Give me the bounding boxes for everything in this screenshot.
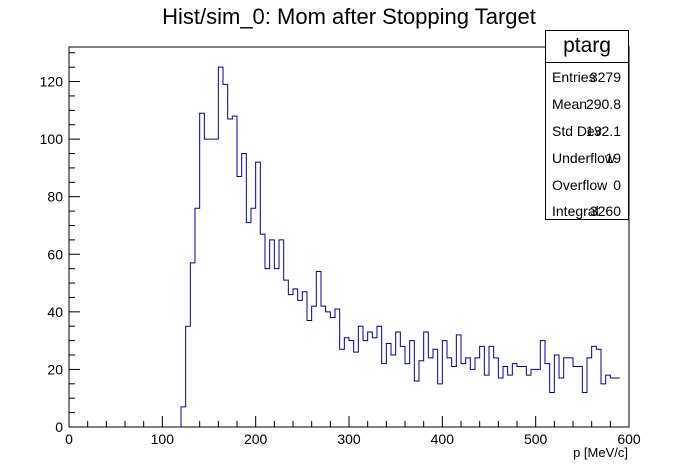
- y-tick-label: 60: [47, 246, 63, 262]
- stats-row-entries: Entries 3279: [546, 63, 628, 90]
- stats-row-mean: Mean 290.8: [546, 90, 628, 117]
- stats-label: Integral: [552, 203, 599, 220]
- stats-value: 19: [605, 149, 621, 166]
- x-tick-label: 300: [337, 431, 361, 447]
- chart-title: Hist/sim_0: Mom after Stopping Target: [162, 4, 536, 29]
- stats-row-stddev: Std Dev 132.1: [546, 117, 628, 144]
- stats-value: 3260: [589, 203, 621, 220]
- x-tick-label: 600: [617, 431, 641, 447]
- y-tick-label: 20: [47, 361, 63, 377]
- stats-row-overflow: Overflow 0: [546, 171, 628, 198]
- x-tick-label: 0: [65, 431, 73, 447]
- stats-box-title: ptarg: [546, 31, 628, 63]
- stats-value: 290.8: [585, 95, 621, 112]
- x-axis-label: p [MeV/c]: [573, 445, 628, 460]
- y-tick-label: 100: [40, 131, 64, 147]
- x-tick-label: 100: [151, 431, 175, 447]
- stats-row-integral: Integral 3260: [546, 197, 628, 224]
- y-tick-label: 0: [55, 419, 63, 435]
- stats-label: Overflow: [552, 176, 608, 193]
- stats-label: Std Dev: [552, 122, 602, 139]
- y-tick-label: 120: [40, 74, 64, 90]
- stats-label: Underflow: [552, 149, 616, 166]
- histogram-series-line: [176, 66, 620, 428]
- y-tick-label: 40: [47, 304, 63, 320]
- stats-label: Entries: [552, 69, 596, 85]
- stats-box: ptarg Entries 3279 Mean 290.8 Std Dev 13…: [545, 30, 629, 220]
- stats-value: 132.1: [585, 122, 621, 139]
- x-tick-label: 500: [524, 431, 548, 447]
- y-axis: 0 20 40 60 80 100 120: [40, 52, 80, 435]
- y-tick-label: 80: [47, 189, 63, 205]
- stats-value: 0: [613, 176, 621, 193]
- stats-label: Mean: [552, 95, 588, 112]
- x-tick-label: 200: [244, 431, 268, 447]
- stats-row-underflow: Underflow 19: [546, 144, 628, 171]
- x-axis: 0 100 200 300 400 500 600: [65, 416, 641, 447]
- stats-value: 3279: [589, 69, 621, 85]
- x-tick-label: 400: [431, 431, 455, 447]
